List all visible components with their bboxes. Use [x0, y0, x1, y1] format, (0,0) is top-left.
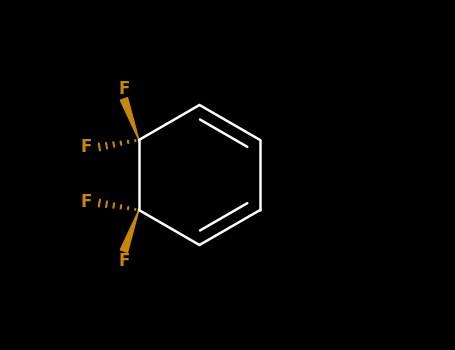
Text: F: F: [81, 138, 92, 156]
Text: F: F: [118, 252, 130, 270]
Text: F: F: [118, 80, 130, 98]
Polygon shape: [120, 210, 139, 252]
Polygon shape: [120, 98, 139, 140]
Text: F: F: [81, 193, 92, 211]
